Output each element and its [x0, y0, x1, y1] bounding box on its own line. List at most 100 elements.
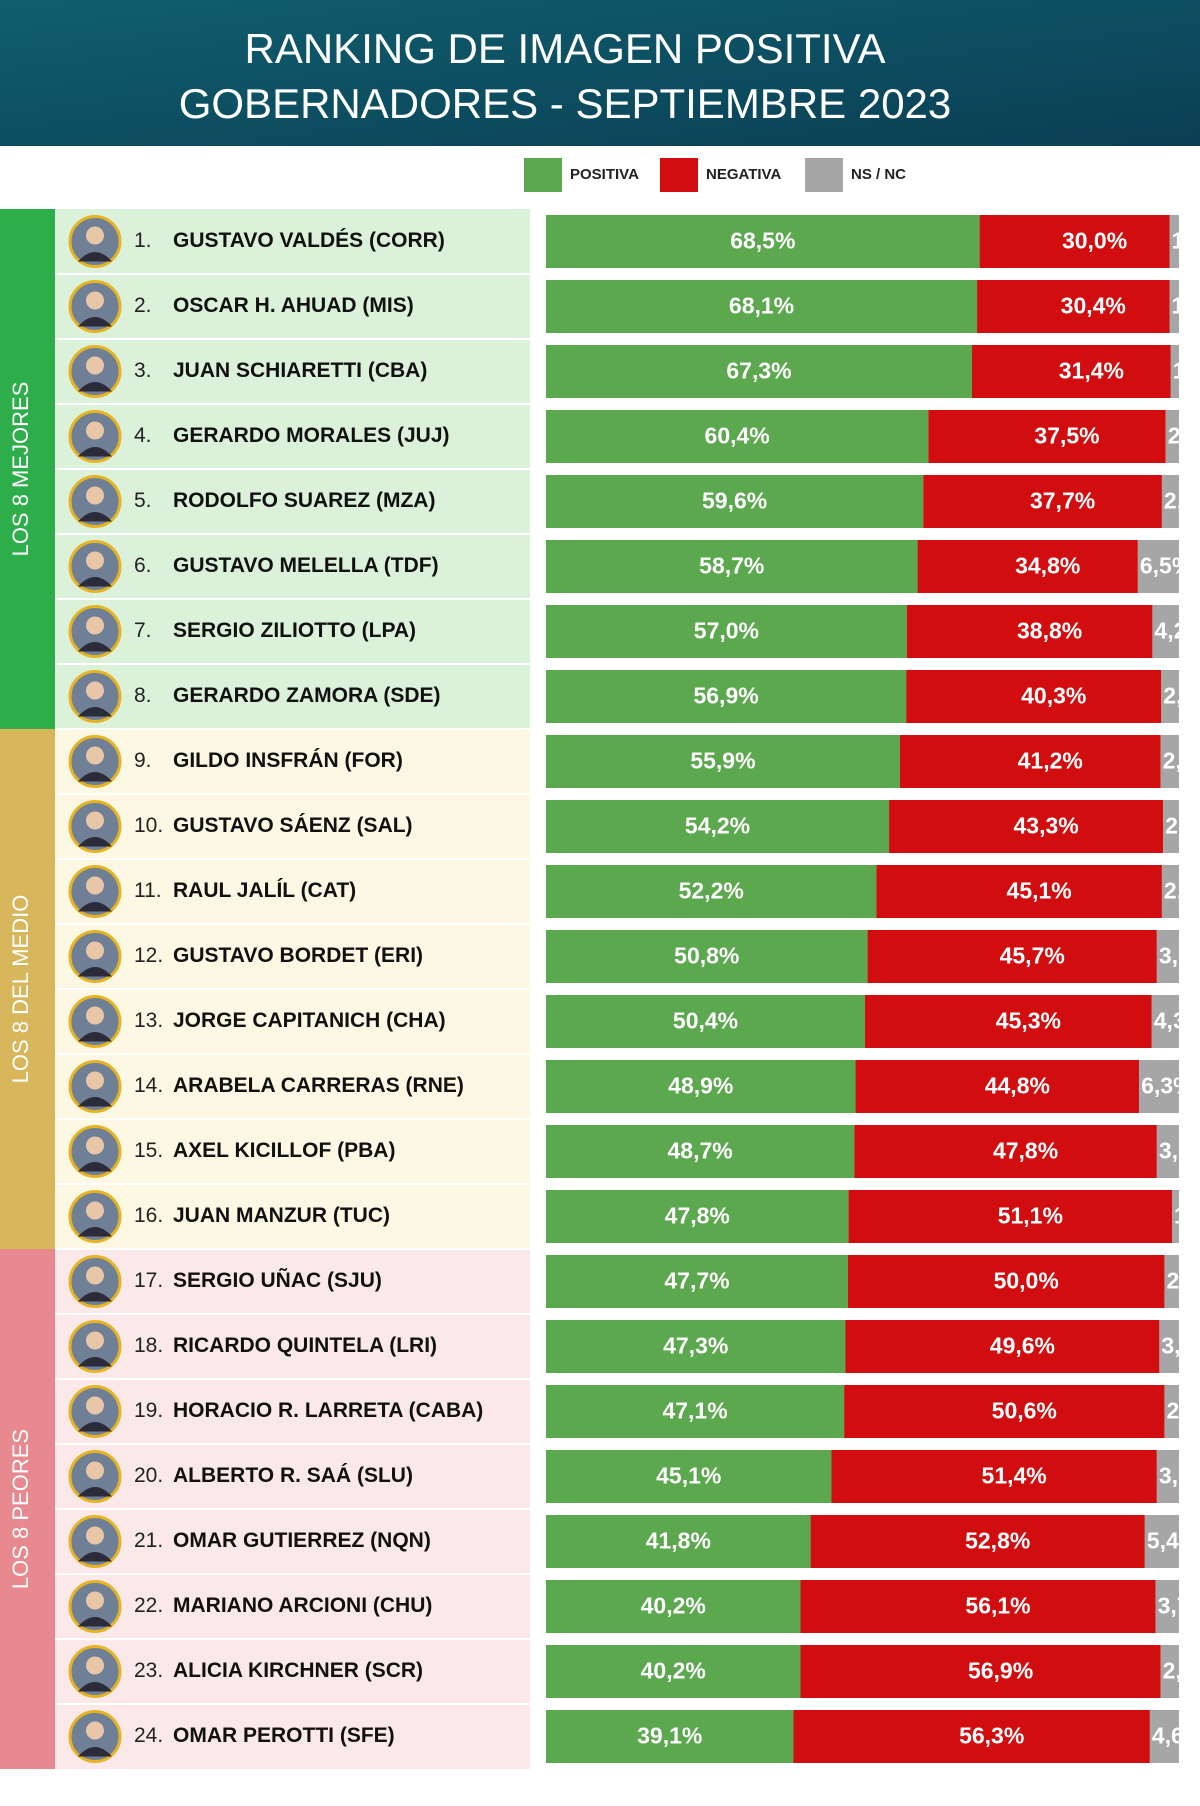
- rank-label: 9.: [134, 749, 152, 772]
- value-label: 3,5%: [1159, 943, 1200, 969]
- rank-label: 22.: [134, 1594, 163, 1617]
- rank-label: 20.: [134, 1464, 163, 1487]
- value-label: 60,4%: [705, 423, 770, 449]
- category-label: AXEL KICILLOF (PBA): [173, 1139, 395, 1162]
- bar-segment: [1169, 215, 1179, 268]
- avatar-body: [78, 1422, 112, 1432]
- rank-label: 6.: [134, 554, 152, 577]
- value-label: 56,9%: [693, 683, 758, 709]
- legend-label: NEGATIVA: [706, 166, 781, 183]
- value-label: 4,3%: [1154, 1008, 1200, 1034]
- category-label: ALBERTO R. SAÁ (SLU): [173, 1464, 413, 1487]
- value-label: 47,8%: [993, 1138, 1058, 1164]
- rank-label: 14.: [134, 1074, 163, 1097]
- bar-segment: [546, 800, 890, 853]
- avatar-body: [78, 577, 112, 587]
- bar-segment: [1139, 1060, 1179, 1113]
- category-label: JORGE CAPITANICH (CHA): [173, 1009, 446, 1032]
- value-label: 50,0%: [994, 1268, 1059, 1294]
- bar-segment: [848, 1190, 1173, 1243]
- group-label: LOS 8 MEJORES: [8, 382, 33, 557]
- rank-label: 24.: [134, 1724, 163, 1747]
- value-label: 3,5%: [1159, 1463, 1200, 1489]
- rank-label: 17.: [134, 1269, 163, 1292]
- value-label: 1,1%: [1174, 1203, 1200, 1229]
- value-label: 6,3%: [1141, 1073, 1193, 1099]
- avatar-head: [86, 291, 104, 310]
- bar-segment: [906, 670, 1162, 723]
- bar-segment: [923, 475, 1162, 528]
- value-label: 54,2%: [685, 813, 750, 839]
- chart-title: RANKING DE IMAGEN POSITIVA: [245, 25, 886, 72]
- bar-segment: [1164, 1255, 1179, 1308]
- category-label: ALICIA KIRCHNER (SCR): [173, 1659, 423, 1682]
- bar-segment: [546, 1645, 801, 1698]
- bar-segment: [546, 735, 900, 788]
- category-label: HORACIO R. LARRETA (CABA): [173, 1399, 483, 1422]
- value-label: 56,1%: [965, 1593, 1030, 1619]
- value-label: 47,8%: [665, 1203, 730, 1229]
- rank-label: 7.: [134, 619, 152, 642]
- legend-label: NS / NC: [851, 166, 906, 183]
- value-label: 68,5%: [730, 228, 795, 254]
- avatar-head: [86, 1396, 104, 1415]
- rank-label: 19.: [134, 1399, 163, 1422]
- rank-label: 2.: [134, 294, 152, 317]
- avatar-body: [78, 1032, 112, 1042]
- avatar-head: [86, 1656, 104, 1675]
- bar-segment: [546, 540, 918, 593]
- rank-label: 12.: [134, 944, 163, 967]
- category-label: GUSTAVO MELELLA (TDF): [173, 554, 439, 577]
- bar-segment: [1137, 540, 1179, 593]
- value-label: 2,9%: [1163, 748, 1200, 774]
- value-label: 57,0%: [694, 618, 759, 644]
- value-label: 37,7%: [1030, 488, 1095, 514]
- category-label: JUAN MANZUR (TUC): [173, 1204, 390, 1227]
- category-label: GUSTAVO VALDÉS (CORR): [173, 229, 445, 252]
- bar-segment: [1163, 800, 1179, 853]
- legend-swatch: [524, 158, 562, 192]
- avatar-head: [86, 1331, 104, 1350]
- avatar-body: [78, 1617, 112, 1627]
- avatar-body: [78, 317, 112, 327]
- value-label: 50,6%: [992, 1398, 1057, 1424]
- avatar-body: [78, 1227, 112, 1237]
- value-label: 41,8%: [646, 1528, 711, 1554]
- rank-label: 10.: [134, 814, 163, 837]
- bar-segment: [546, 1320, 846, 1373]
- bar-segment: [979, 215, 1170, 268]
- avatar-head: [86, 1591, 104, 1610]
- value-label: 39,1%: [637, 1723, 702, 1749]
- value-label: 45,3%: [996, 1008, 1061, 1034]
- bar-segment: [845, 1320, 1160, 1373]
- avatar-head: [86, 941, 104, 960]
- bar-segment: [844, 1385, 1165, 1438]
- value-label: 2,3%: [1166, 1268, 1200, 1294]
- value-label: 47,3%: [663, 1333, 728, 1359]
- bar-segment: [876, 865, 1162, 918]
- avatar-body: [78, 382, 112, 392]
- bar-segment: [906, 605, 1153, 658]
- avatar-head: [86, 551, 104, 570]
- value-label: 55,9%: [690, 748, 755, 774]
- value-label: 41,2%: [1018, 748, 1083, 774]
- category-label: RAUL JALÍL (CAT): [173, 879, 356, 902]
- value-label: 30,0%: [1062, 228, 1127, 254]
- avatar-body: [78, 707, 112, 717]
- avatar-head: [86, 876, 104, 895]
- avatar-head: [86, 226, 104, 245]
- avatar-body: [78, 642, 112, 652]
- avatar-head: [86, 1136, 104, 1155]
- value-label: 30,4%: [1061, 293, 1126, 319]
- value-label: 45,1%: [1007, 878, 1072, 904]
- bar-segment: [1172, 1190, 1179, 1243]
- bar-segment: [546, 345, 973, 398]
- bar-segment: [546, 995, 866, 1048]
- group-strip: [0, 1249, 55, 1769]
- value-label: 2,7%: [1164, 488, 1200, 514]
- bar-segment: [1152, 605, 1179, 658]
- value-label: 3,1%: [1161, 1333, 1200, 1359]
- bar-segment: [1159, 1320, 1179, 1373]
- bar-segment: [1161, 865, 1179, 918]
